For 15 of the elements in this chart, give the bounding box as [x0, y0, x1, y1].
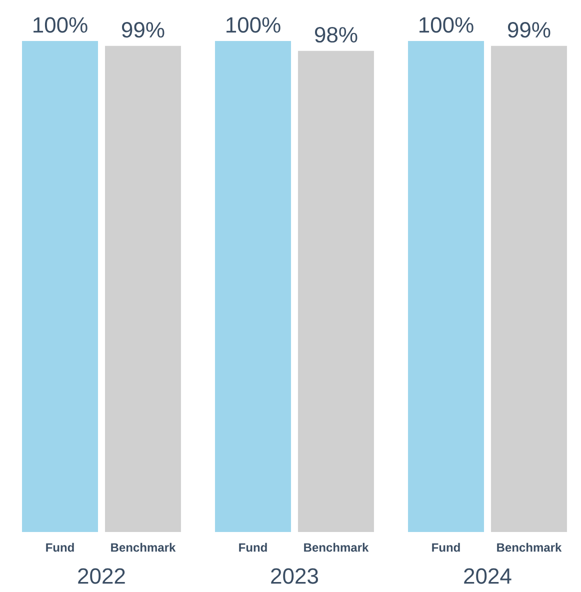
data-label: 99% [508, 22, 550, 38]
text: Benchmark [304, 542, 369, 552]
text: Benchmark [497, 542, 562, 552]
data-label: 98% [315, 26, 358, 43]
series-label: Fund [46, 542, 74, 552]
data-label: 100% [226, 17, 280, 33]
series-label: Benchmark [111, 542, 176, 552]
x-tick-label: 2022 [78, 568, 125, 584]
data-label: 100% [420, 17, 474, 33]
data-label: 100% [34, 17, 88, 33]
text: Fund [432, 542, 460, 552]
data-label: 99% [122, 22, 164, 38]
text: Fund [239, 542, 267, 552]
x-tick-label: 2024 [464, 568, 512, 584]
x-tick-label: 2023 [271, 568, 318, 584]
